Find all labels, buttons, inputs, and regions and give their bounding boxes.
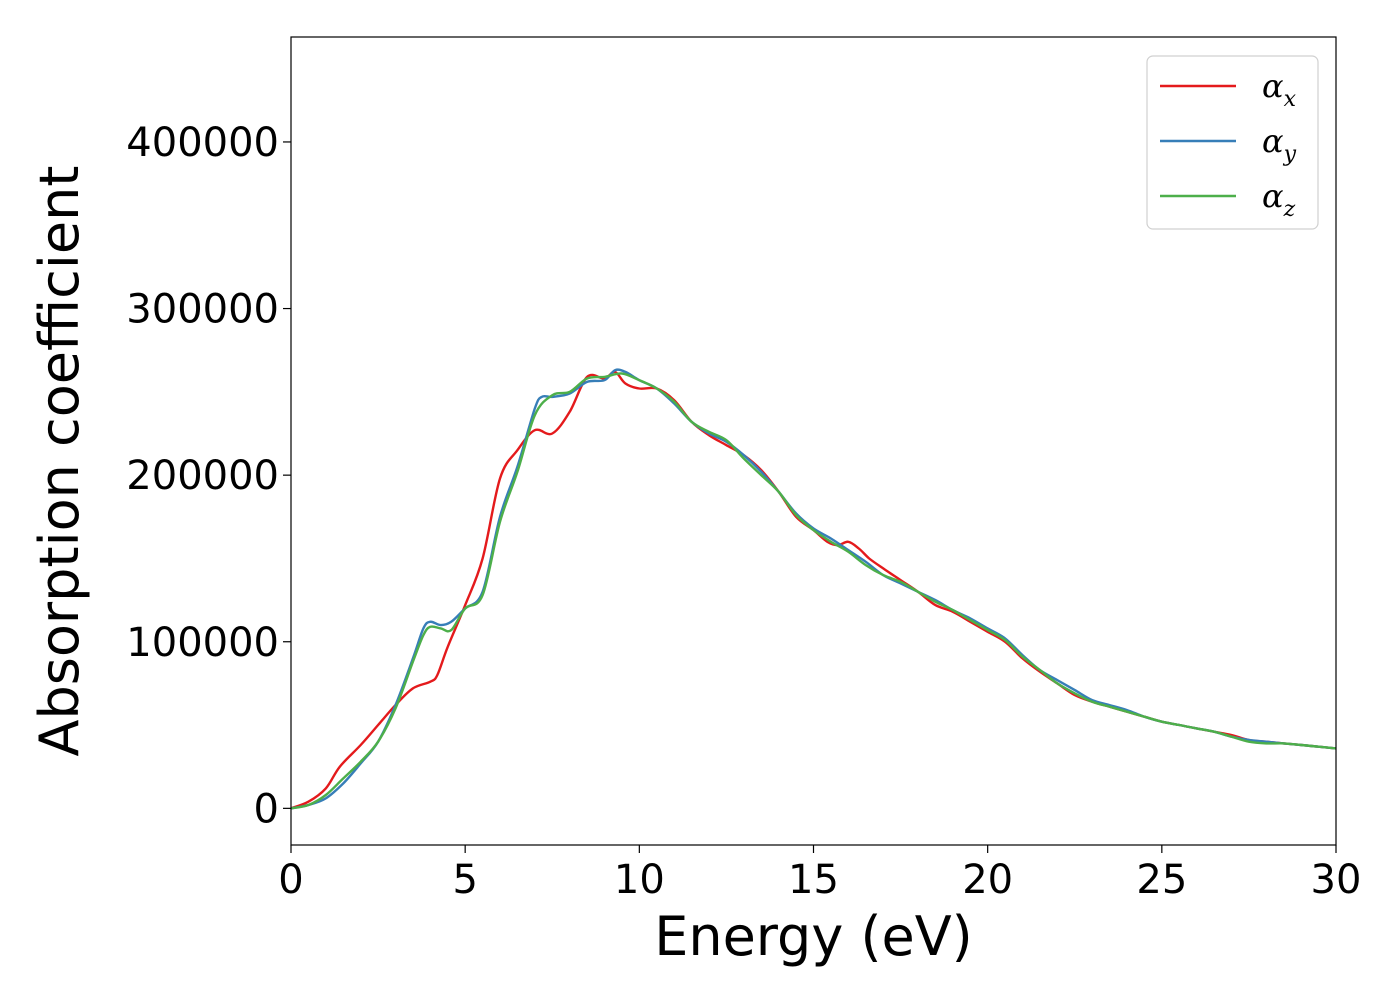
- legend-entry-name: α: [1262, 122, 1284, 160]
- y-tick-label: 100000: [126, 620, 279, 666]
- legend-entry-subscript: y: [1283, 142, 1297, 167]
- legend-entry-alpha-y: αy: [1262, 122, 1297, 167]
- series-lines: [290, 368, 1337, 810]
- y-axis-label: Absorption coefficient: [28, 166, 91, 757]
- x-tick-label: 20: [962, 857, 1013, 903]
- y-tick-label: 400000: [126, 120, 279, 166]
- y-tick-label: 200000: [126, 453, 279, 499]
- x-axis-label: Energy (eV): [654, 905, 973, 968]
- x-tick-label: 30: [1311, 857, 1362, 903]
- series-line-alpha-y: [290, 368, 1337, 810]
- y-axis-ticks: 0 100000 200000 300000 400000: [126, 120, 291, 832]
- series-line-alpha-x: [290, 370, 1337, 810]
- legend-entry-name: α: [1262, 177, 1284, 215]
- legend-entry-subscript: x: [1284, 87, 1297, 112]
- plot-frame: [290, 36, 1337, 846]
- series-line-alpha-z: [290, 372, 1337, 810]
- x-tick-label: 0: [278, 857, 303, 903]
- legend-entry-alpha-x: αx: [1262, 67, 1297, 112]
- legend-box: [1146, 55, 1319, 230]
- y-tick-label: 0: [254, 786, 279, 832]
- x-axis-ticks: 0 5 10 15 20 25 30: [278, 845, 1361, 903]
- x-tick-label: 10: [614, 857, 665, 903]
- x-tick-label: 15: [788, 857, 839, 903]
- y-tick-label: 300000: [126, 287, 279, 333]
- x-tick-label: 25: [1136, 857, 1187, 903]
- x-tick-label: 5: [452, 857, 477, 903]
- legend-entry-name: α: [1262, 67, 1284, 105]
- legend-entry-subscript: z: [1283, 197, 1296, 222]
- legend-entry-alpha-z: αz: [1262, 177, 1296, 222]
